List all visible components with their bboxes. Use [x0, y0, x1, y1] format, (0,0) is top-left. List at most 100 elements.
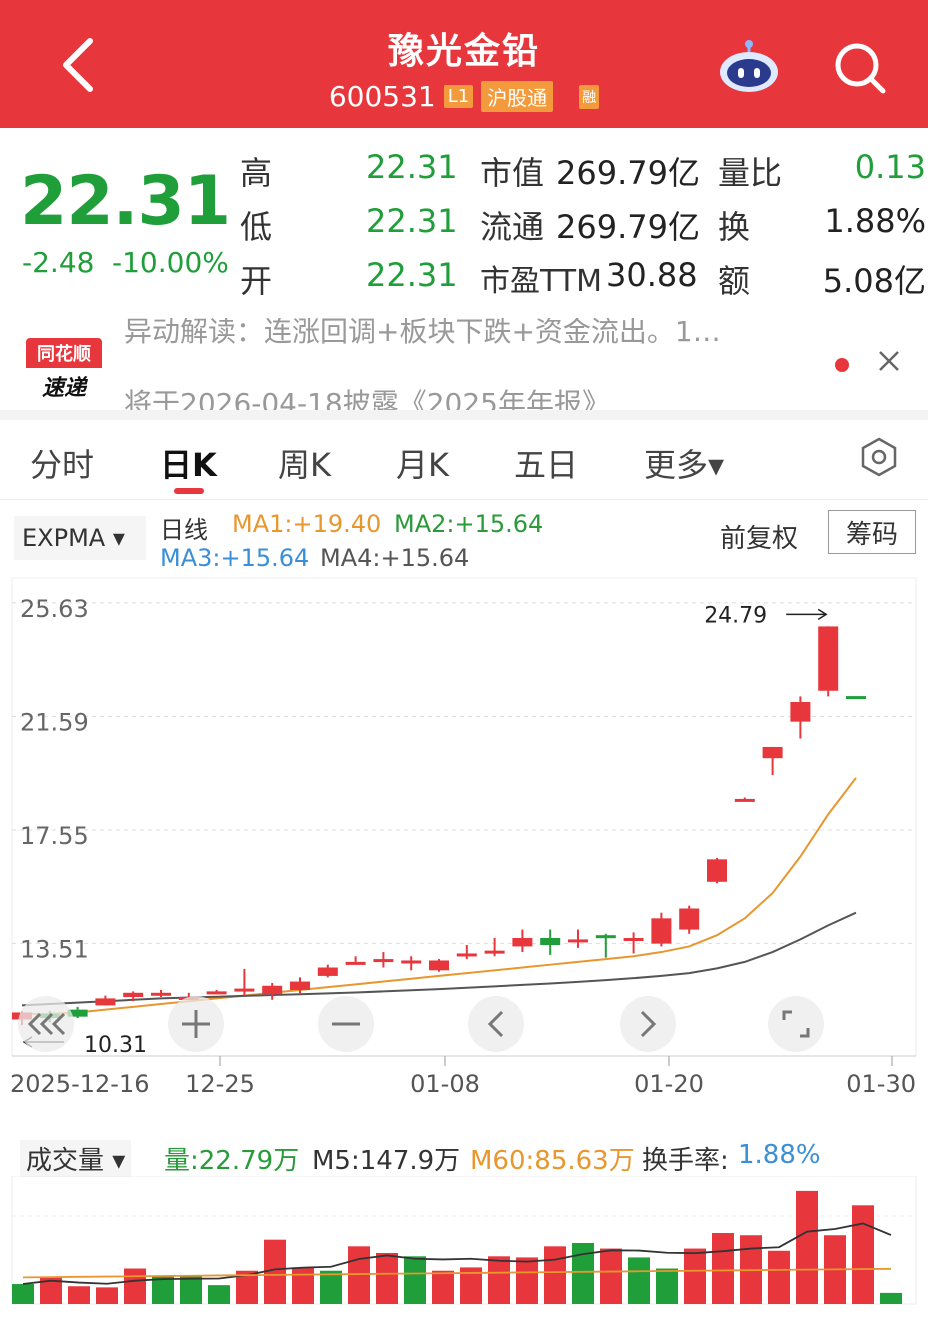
volume-bar — [600, 1248, 622, 1304]
chips-button[interactable]: 筹码 — [828, 510, 916, 554]
quote-panel: 22.31 -2.48 -10.00% 高 22.31 市值 269.79亿 量… — [0, 128, 928, 318]
candle-body — [206, 991, 227, 995]
period-tabs: 分时 日K 周K 月K 五日 更多▾ — [0, 420, 928, 500]
y-tick-label: 25.63 — [20, 595, 89, 623]
candle-body — [317, 967, 338, 976]
stock-code-row: 600531 L1 沪股通 融 — [0, 80, 928, 113]
price-change: -2.48 — [22, 246, 95, 279]
chart-settings-button[interactable] — [858, 436, 900, 478]
volume-bar — [404, 1256, 426, 1304]
y-tick-label: 21.59 — [20, 708, 89, 736]
candle-body — [373, 959, 394, 963]
tab-five-day[interactable]: 五日 — [514, 446, 579, 484]
x-tick-label: 01-20 — [634, 1070, 704, 1098]
indicator-selector[interactable]: EXPMA ▾ — [14, 516, 146, 560]
candle-body — [623, 938, 644, 941]
volume-indicator-selector[interactable]: 成交量 ▾ — [20, 1140, 132, 1177]
news-headline-1[interactable]: 异动解读：连涨回调+板块下跌+资金流出。1… — [124, 318, 721, 348]
connect-tag[interactable]: 沪股通 — [481, 81, 554, 112]
y-tick-label: 17.55 — [20, 822, 89, 850]
zoom-in-button[interactable] — [168, 996, 224, 1052]
adjust-button[interactable]: 前复权 — [720, 524, 799, 554]
value-pe: 30.88 — [606, 256, 698, 294]
volume-bar — [656, 1268, 678, 1304]
volume-bar — [488, 1256, 510, 1304]
ths-express-logo: 同花顺 速递 — [26, 338, 102, 410]
tab-monthly-k[interactable]: 月K — [396, 446, 449, 484]
candle-body — [734, 798, 755, 802]
candle-body — [345, 961, 366, 965]
pan-right-button[interactable] — [620, 996, 676, 1052]
candle-body — [568, 939, 588, 943]
candlestick-chart[interactable]: 25.63 21.59 17.55 13.51 24.79 10.31 2025-12-16… — [0, 574, 928, 1120]
assistant-robot-button[interactable] — [718, 38, 780, 94]
pan-left-button[interactable] — [468, 996, 524, 1052]
news-headline-2[interactable]: 将于2026-04-18披露《2025年年报》 — [124, 387, 610, 410]
active-tab-indicator — [174, 488, 204, 494]
volume-m5-line — [22, 1222, 892, 1285]
fast-backward-icon — [27, 1012, 66, 1036]
label-low: 低 — [240, 208, 273, 246]
fullscreen-button[interactable] — [768, 996, 824, 1052]
stock-header: 豫光金铅 600531 L1 沪股通 融 — [0, 0, 928, 128]
volume-chart — [11, 1176, 917, 1305]
value-low: 22.31 — [366, 202, 458, 240]
price-change-pct: -10.00% — [112, 246, 229, 279]
turnover-value: 1.88% — [738, 1140, 821, 1170]
value-high: 22.31 — [366, 148, 458, 186]
label-open: 开 — [240, 262, 273, 300]
label-pe: 市盈TTM — [480, 264, 603, 299]
volume-bar — [544, 1246, 566, 1304]
candle-body — [540, 938, 561, 946]
ma4-line — [21, 911, 857, 1007]
candle-body — [429, 960, 449, 971]
candle-body — [707, 859, 727, 882]
volume-m60: M60:85.63万 — [470, 1146, 635, 1176]
volume-bar — [12, 1284, 34, 1304]
tab-weekly-k[interactable]: 周K — [278, 446, 331, 484]
chevron-left-icon — [63, 38, 93, 92]
label-turnover: 换 — [718, 208, 751, 246]
last-price: 22.31 — [20, 162, 231, 241]
back-button[interactable] — [48, 30, 108, 100]
volume-bar — [264, 1239, 286, 1304]
candle-body — [123, 992, 144, 997]
label-high: 高 — [240, 154, 273, 192]
volume-value: 量:22.79万 — [164, 1146, 300, 1176]
fast-backward-button[interactable] — [18, 996, 74, 1052]
value-vol-ratio: 0.13 — [854, 148, 926, 186]
stock-name: 豫光金铅 — [387, 31, 540, 72]
value-float: 269.79亿 — [556, 208, 700, 246]
volume-bar — [460, 1267, 482, 1304]
logo-top-text: 同花顺 — [26, 338, 102, 368]
volume-bar — [796, 1190, 818, 1304]
volume-header: 成交量 ▾ 量:22.79万 M5:147.9万 M60:85.63万 换手率:… — [0, 1136, 928, 1177]
value-amount: 5.08亿 — [822, 262, 926, 300]
volume-bar — [684, 1248, 706, 1304]
volume-bar — [432, 1270, 454, 1304]
tab-daily-k[interactable]: 日K — [160, 446, 217, 484]
close-news-button[interactable] — [876, 348, 902, 374]
ma1-value: MA1:+19.40 — [232, 510, 382, 538]
news-ticker[interactable]: 同花顺 速递 异动解读：连涨回调+板块下跌+资金流出。1… 将于2026-04-… — [0, 318, 928, 410]
fullscreen-icon — [782, 1010, 810, 1038]
zoom-out-button[interactable] — [318, 996, 374, 1052]
margin-tag: 融 — [579, 84, 600, 109]
volume-bar — [208, 1285, 230, 1304]
robot-icon — [720, 40, 778, 92]
search-button[interactable] — [832, 40, 888, 96]
tab-intraday[interactable]: 分时 — [30, 446, 95, 484]
tab-more[interactable]: 更多▾ — [644, 446, 725, 484]
x-tick-label: 01-30 — [846, 1070, 916, 1098]
volume-bar — [68, 1286, 90, 1304]
volume-bar — [376, 1252, 398, 1304]
label-mktcap: 市值 — [480, 154, 545, 192]
volume-bar — [516, 1257, 538, 1304]
close-icon — [879, 351, 899, 371]
volume-bar — [236, 1270, 258, 1304]
volume-bar — [712, 1233, 734, 1304]
candle-body — [151, 992, 171, 996]
ma4-value: MA4:+15.64 — [320, 544, 470, 572]
candle-body — [456, 953, 477, 957]
pan-right-icon — [640, 1010, 657, 1038]
